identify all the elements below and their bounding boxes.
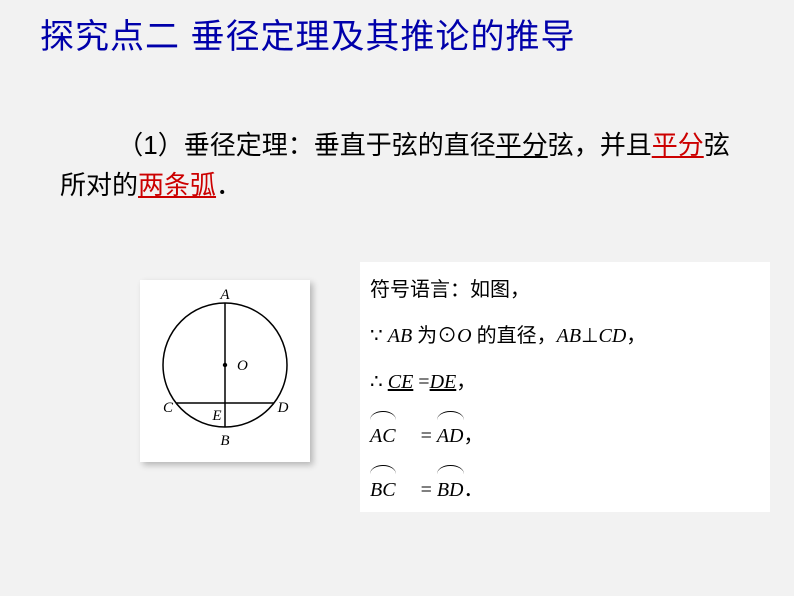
p-u3: 两条弧 (138, 170, 216, 200)
sym2a: ∵ (370, 325, 388, 347)
sym3b: CE (388, 371, 414, 393)
sym2g: ⊥ (581, 325, 598, 347)
sym3a: ∴ (370, 371, 388, 393)
circle-diagram: A B C D E O (140, 280, 310, 462)
sym-line2: ∵ AB 为⊙O 的直径，AB⊥CD， (370, 316, 760, 356)
arc2b: BD (437, 470, 464, 510)
sym2f: AB (557, 325, 581, 347)
label-O: O (237, 358, 248, 374)
sym-line4: AC = AD， (370, 416, 760, 456)
sym1a: 符号语言：如图， (370, 279, 530, 301)
arc2a: BC (370, 470, 396, 510)
label-B: B (220, 433, 229, 449)
theorem-paragraph: （1）垂径定理：垂直于弦的直径平分弦，并且平分弦所对的两条弧． (60, 125, 740, 206)
sym3e: ， (456, 371, 476, 393)
sym-line5: BC = BD． (370, 470, 760, 510)
sym3c: = (413, 371, 429, 393)
p-mid1: 弦，并且 (548, 130, 652, 160)
sym3d: DE (430, 371, 457, 393)
sym2i: ， (626, 325, 646, 347)
arc1a: AC (370, 416, 396, 456)
sym2b: AB (388, 325, 412, 347)
diagram-svg: A B C D E O (140, 280, 310, 462)
slide-title: 探究点二 垂径定理及其推论的推导 (40, 15, 760, 59)
label-E: E (211, 408, 221, 424)
arc1b: AD (437, 416, 464, 456)
symbol-language-box: 符号语言：如图， ∵ AB 为⊙O 的直径，AB⊥CD， ∴ CE =DE， A… (360, 262, 770, 512)
p-prefix: （1）垂径定理：垂直于弦的直径 (117, 130, 495, 160)
p-u1: 平分 (496, 130, 548, 160)
title-text: 探究点二 垂径定理及其推论的推导 (40, 18, 575, 56)
label-C: C (163, 400, 174, 416)
label-D: D (277, 400, 289, 416)
sym2d: O (457, 325, 471, 347)
sym-line1: 符号语言：如图， (370, 270, 760, 310)
p-suffix: ． (216, 170, 242, 200)
sym2c: 为⊙ (412, 325, 457, 347)
sym2h: CD (598, 325, 626, 347)
sym2e: 的直径， (472, 325, 557, 347)
label-A: A (219, 287, 230, 303)
p-u2: 平分 (652, 130, 704, 160)
sym-line3: ∴ CE =DE， (370, 362, 760, 402)
